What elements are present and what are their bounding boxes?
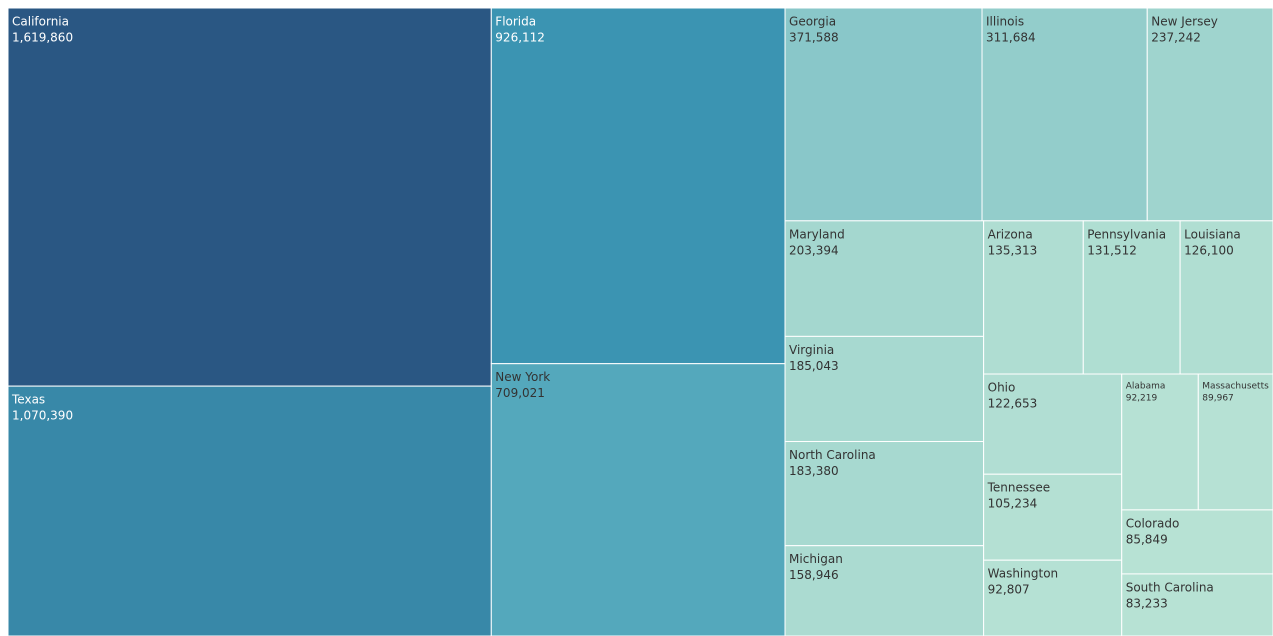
cell-name: Michigan [789,552,843,566]
cell-name: Colorado [1126,516,1180,530]
treemap-cell [1121,373,1199,511]
treemap-cell [1197,373,1273,511]
treemap-cell [784,220,985,337]
cell-name: North Carolina [789,448,876,462]
cell-name: Illinois [986,15,1024,29]
cell-value: 126,100 [1184,243,1234,257]
cell-value: 105,234 [988,497,1038,511]
cell-value: 371,588 [789,31,839,45]
treemap-cell [490,363,786,636]
treemap-cell [784,441,985,547]
treemap-cell [981,7,1148,222]
cell-value: 183,380 [789,464,839,478]
cell-name: Florida [495,15,536,29]
treemap-cell [1179,220,1273,375]
cell-name: Washington [988,567,1059,581]
cell-value: 1,070,390 [12,409,73,423]
cell-value: 203,394 [789,243,839,257]
cell-name: Georgia [789,15,836,29]
cell-name: South Carolina [1126,580,1214,594]
treemap-cell [784,335,985,443]
cell-value: 135,313 [988,243,1038,257]
cell-value: 92,807 [988,583,1030,597]
cell-value: 85,849 [1126,532,1168,546]
cell-value: 131,512 [1087,243,1137,257]
cell-value: 311,684 [986,31,1036,45]
cell-name: Virginia [789,343,834,357]
cell-name: Louisiana [1184,227,1241,241]
cell-value: 158,946 [789,568,839,582]
treemap-cell [784,545,985,636]
cell-value: 122,653 [988,397,1038,411]
treemap-cell [1121,573,1273,636]
treemap-cell [7,7,492,387]
cell-value: 926,112 [495,31,545,45]
cell-value: 709,021 [495,386,545,400]
cell-value: 185,043 [789,359,839,373]
cell-value: 83,233 [1126,596,1168,610]
cell-value: 92,219 [1126,394,1158,404]
cell-name: California [12,15,69,29]
cell-value: 1,619,860 [12,31,73,45]
cell-name: Alabama [1126,382,1166,392]
treemap-cell [983,559,1123,636]
treemap-cell [490,7,786,365]
cell-name: Texas [11,393,45,407]
treemap-cell [1082,220,1181,375]
cell-name: New Jersey [1151,15,1218,29]
cell-name: Tennessee [987,481,1051,495]
treemap-cell [983,220,1084,375]
treemap-cell [7,385,492,636]
treemap-cell [1121,509,1273,575]
cell-value: 89,967 [1202,394,1234,404]
cell-name: Maryland [789,227,845,241]
cell-name: New York [495,370,550,384]
cell-value: 237,242 [1151,31,1201,45]
cell-name: Arizona [988,227,1033,241]
cell-name: Massachusetts [1202,382,1269,392]
treemap-cell [784,7,983,222]
cell-name: Pennsylvania [1087,227,1166,241]
cell-name: Ohio [988,381,1016,395]
